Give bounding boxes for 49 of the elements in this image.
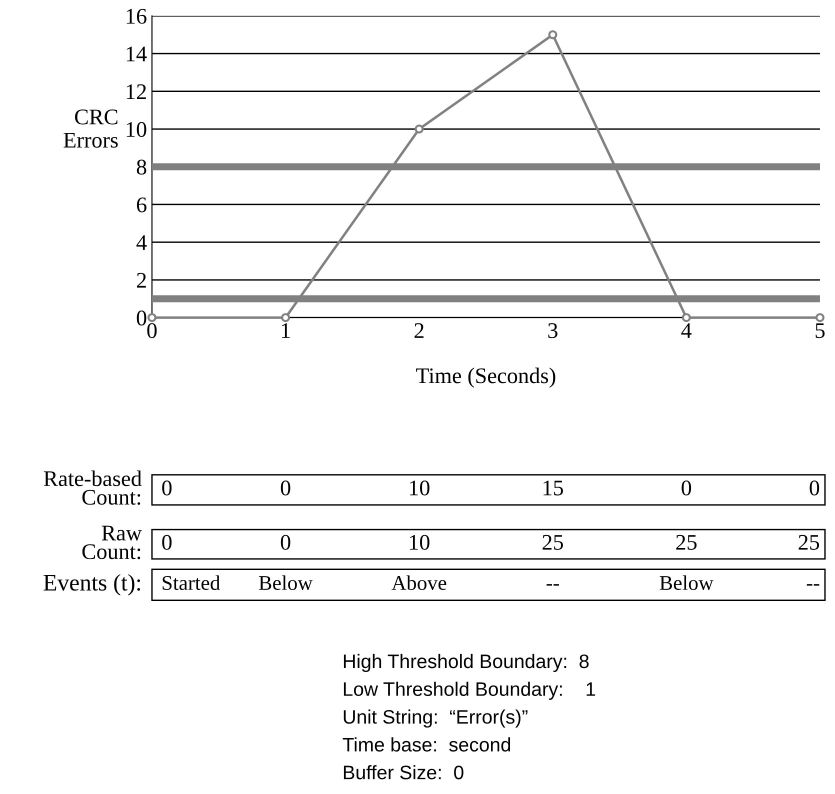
text: -- [806, 584, 820, 586]
y-tick-label: 0 [136, 310, 146, 326]
x-tick-label: 3 [548, 323, 558, 338]
x-tick-label: 1 [282, 323, 290, 338]
y-tick-label: 10 [126, 122, 146, 137]
text: Below [660, 575, 714, 590]
y-tick-label: 16 [126, 8, 146, 24]
x-tick-label: 2 [414, 323, 424, 338]
point [281, 313, 290, 322]
text: Below [258, 575, 313, 590]
text: 10 [410, 480, 430, 496]
text: 15 [544, 480, 564, 496]
text: 25 [542, 534, 564, 550]
point [548, 30, 558, 40]
text: 0 [280, 480, 290, 496]
text: Started [162, 575, 220, 590]
text: Time base: second [342, 737, 510, 752]
point [414, 124, 424, 134]
text: 0 [682, 480, 692, 496]
text: Events (t): [44, 574, 140, 596]
y-axis-title: CRC Errors [64, 110, 118, 148]
text: 0 [280, 534, 290, 550]
text: Unit String: “Error(s)” [344, 710, 528, 728]
y-tick-label: 8 [136, 160, 146, 175]
x-tick-label: 4 [681, 323, 692, 338]
x-tick-label: 5 [816, 323, 825, 338]
text: 25 [676, 534, 697, 550]
text: Buffer Size: 0 [344, 765, 464, 780]
point [815, 313, 824, 322]
text: High Threshold Boundary: 8 [344, 654, 589, 672]
point [147, 313, 156, 322]
text: Low Threshold Boundary: 1 [344, 682, 596, 700]
y-tick-label: 2 [136, 272, 146, 288]
text: 0 [162, 534, 172, 550]
y-tick-label: 4 [136, 235, 147, 250]
y-tick-label: 6 [136, 197, 146, 212]
y-tick-label: 14 [126, 46, 147, 62]
text: Rate-based Count: [44, 470, 142, 505]
y-tick-label: 12 [126, 84, 146, 100]
x-tick-label: 0 [147, 323, 157, 338]
text: 10 [410, 534, 430, 550]
text: Above [392, 575, 446, 590]
point [682, 313, 691, 322]
text: 0 [162, 480, 172, 496]
x-axis-title: Time (Seconds) [416, 368, 556, 388]
text: 25 [798, 534, 820, 550]
text: Raw Count: [82, 526, 142, 560]
text: -- [546, 584, 559, 586]
text: 0 [810, 480, 820, 496]
